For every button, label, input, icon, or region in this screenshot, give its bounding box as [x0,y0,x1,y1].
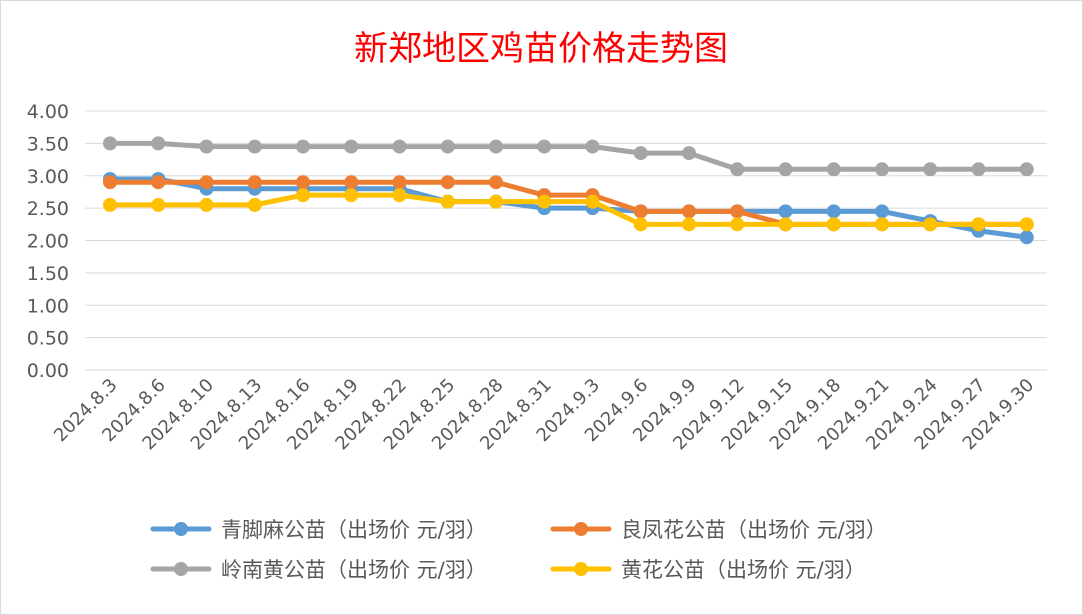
legend-label: 岭南黄公苗（出场价 元/羽） [221,558,487,582]
legend-label: 良凤花公苗（出场价 元/羽） [621,518,887,542]
data-point [440,139,455,154]
legend-item: 黄花公苗（出场价 元/羽） [550,558,866,582]
data-point [103,175,117,190]
data-point [537,139,552,154]
data-point [682,146,696,161]
legend-item: 青脚麻公苗（出场价 元/羽） [150,518,487,542]
data-point [392,175,407,190]
series-line [107,140,1030,172]
data-point [440,175,455,190]
data-point [585,139,600,154]
series-3 [103,136,1034,177]
y-tick-label: 0.00 [27,360,69,382]
data-point [730,217,745,232]
data-point [151,175,166,190]
data-point [826,162,841,177]
data-point [923,217,938,232]
legend: 青脚麻公苗（出场价 元/羽） 良凤花公苗（出场价 元/羽） 岭南黄公苗（出场价 元/… [150,518,887,582]
data-point [489,175,503,190]
data-point [247,197,262,212]
data-point [151,136,166,151]
legend-marker-swatch [174,522,188,536]
data-point [778,162,793,177]
y-tick-label: 2.00 [27,231,69,253]
y-axis-tick-labels: 0.00 0.50 1.00 1.50 2.00 2.50 3.00 3.50 4.00 [27,101,69,382]
legend-label: 黄花公苗（出场价 元/羽） [621,558,866,582]
data-point [247,139,262,154]
data-point [633,217,648,232]
data-point [875,162,889,177]
data-point [296,188,310,203]
y-tick-label: 1.00 [27,295,69,317]
y-tick-label: 3.00 [27,166,69,188]
data-point [440,194,455,209]
series-4 [103,188,1034,232]
data-point [633,146,648,161]
data-point [103,197,117,212]
data-point [392,188,407,203]
data-point [1019,217,1034,232]
data-point [199,175,214,190]
data-point [344,175,359,190]
y-tick-label: 4.00 [27,101,69,123]
data-point [344,139,359,154]
data-point [151,197,166,212]
data-point [489,194,503,209]
series-line [107,192,1030,227]
series-line [107,176,1030,240]
series-lines [103,136,1034,245]
data-point [682,217,696,232]
data-point [682,204,696,219]
data-point [344,188,359,203]
data-point [875,204,889,219]
data-point [537,194,552,209]
data-point [826,204,841,219]
y-tick-label: 0.50 [27,328,69,350]
data-point [730,162,745,177]
legend-marker-swatch [574,522,588,536]
data-point [730,204,745,219]
legend-item: 良凤花公苗（出场价 元/羽） [550,518,887,542]
data-point [778,204,793,219]
data-point [1019,162,1034,177]
legend-item: 岭南黄公苗（出场价 元/羽） [150,558,487,582]
data-point [199,139,214,154]
legend-marker-swatch [174,562,188,576]
data-point [392,139,407,154]
data-point [971,162,986,177]
data-point [633,204,648,219]
data-point [247,175,262,190]
y-tick-label: 1.50 [27,263,69,285]
y-tick-label: 3.50 [27,133,69,155]
data-point [585,194,600,209]
legend-label: 青脚麻公苗（出场价 元/羽） [221,518,487,542]
data-point [296,139,310,154]
y-tick-label: 2.50 [27,198,69,220]
data-point [971,217,986,232]
data-point [489,139,503,154]
legend-marker-swatch [574,562,588,576]
data-point [826,217,841,232]
data-point [199,197,214,212]
data-point [103,136,117,151]
data-point [923,162,938,177]
data-point [875,217,889,232]
chart-title: 新郑地区鸡苗价格走势图 [354,29,728,69]
data-point [296,175,310,190]
data-point [778,217,793,232]
data-point [1019,230,1034,245]
